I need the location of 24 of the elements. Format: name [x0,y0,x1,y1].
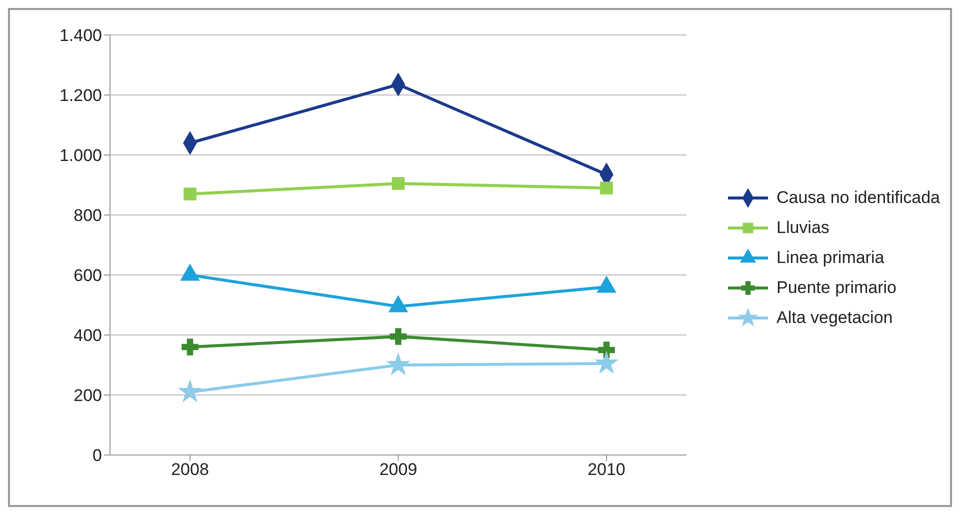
legend-label: Lluvias [776,216,830,238]
y-tick-label: 1.200 [59,86,102,106]
point [178,380,202,402]
y-tick-label: 200 [74,386,102,406]
legend-label: Linea primaria [776,246,884,268]
x-tick-label: 2009 [379,460,418,480]
y-tick-label: 400 [74,326,102,346]
y-tick-label: 1.000 [59,146,102,166]
y-tick-label: 0 [92,446,102,466]
point [595,352,618,374]
point [184,188,196,200]
point [387,353,410,375]
x-tick-label: 2010 [588,460,626,480]
y-tick-label: 1.400 [59,26,102,46]
point [392,177,405,190]
point [390,328,407,345]
y-tick-label: 600 [74,266,102,286]
point [182,338,198,356]
legend-label: Causa no identificada [776,186,940,208]
y-tick-label: 800 [74,206,102,226]
legend-label: Puente primario [776,276,896,298]
x-tick-label: 2008 [171,460,209,480]
legend-label: Alta vegetacion [776,306,893,328]
point [600,182,613,194]
